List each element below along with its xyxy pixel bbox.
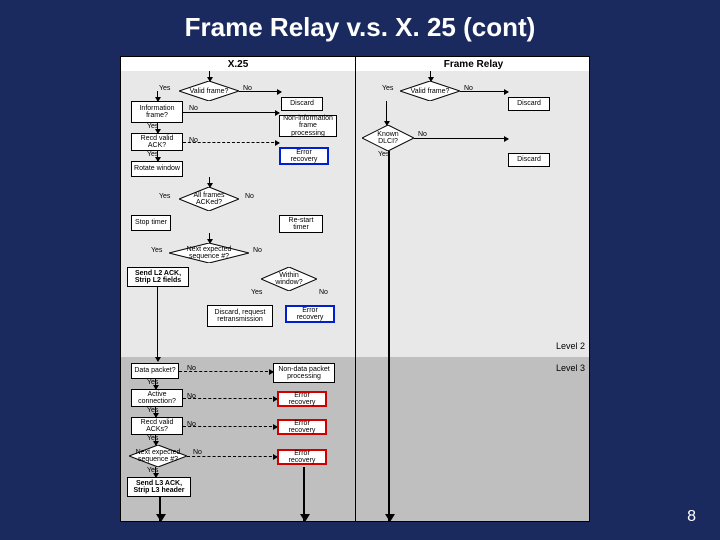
x25-error-recovery-1: Error recovery bbox=[279, 147, 329, 165]
arrow bbox=[183, 426, 277, 427]
fr-discard-2: Discard bbox=[508, 153, 550, 167]
x25-error-recovery-5: Error recovery bbox=[277, 449, 327, 465]
column-x25: X.25 Valid frame? Yes No Discard Informa… bbox=[121, 57, 356, 521]
exit-arrow bbox=[159, 497, 161, 521]
yes-label: Yes bbox=[151, 247, 162, 254]
fr-known-dlci: Known DLCI? bbox=[362, 125, 414, 151]
fr-passthrough-arrow bbox=[388, 151, 390, 521]
x25-data-packet: Data packet? bbox=[131, 363, 179, 379]
label: Known DLCI? bbox=[362, 125, 414, 151]
x25-valid-frame: Valid frame? bbox=[179, 81, 239, 101]
exit-arrow bbox=[303, 467, 305, 521]
label: Valid frame? bbox=[179, 81, 239, 101]
arrow bbox=[183, 398, 277, 399]
arrow bbox=[157, 287, 158, 361]
fr-valid-frame: Valid frame? bbox=[400, 81, 460, 101]
x25-restart-timer: Re-start timer bbox=[279, 215, 323, 233]
fr-title: Frame Relay bbox=[356, 59, 591, 70]
arrow bbox=[209, 233, 210, 243]
x25-error-recovery-3: Error recovery bbox=[277, 391, 327, 407]
no-label: No bbox=[245, 193, 254, 200]
no-label: No bbox=[418, 131, 427, 138]
level2-label: Level 2 bbox=[556, 341, 585, 351]
no-label: No bbox=[319, 289, 328, 296]
x25-nondata-proc: Non-data packet processing bbox=[273, 363, 335, 383]
no-label: No bbox=[189, 105, 198, 112]
x25-active-conn: Active connection? bbox=[131, 389, 183, 407]
label: Next expected sequence #? bbox=[129, 445, 187, 467]
x25-rotate-window: Rotate window bbox=[131, 161, 183, 177]
arrow bbox=[209, 71, 210, 81]
arrow bbox=[183, 112, 279, 113]
arrow bbox=[460, 91, 508, 92]
arrow bbox=[155, 379, 156, 389]
slide-title: Frame Relay v.s. X. 25 (cont) bbox=[0, 0, 720, 51]
x25-next-seq-l3: Next expected sequence #? bbox=[129, 445, 187, 467]
x25-next-seq-l2: Next expected sequence #? bbox=[169, 243, 249, 263]
arrow bbox=[209, 177, 210, 187]
arrow bbox=[430, 71, 431, 81]
x25-recd-acks-l3: Recd valid ACKs? bbox=[131, 417, 183, 435]
flowchart-diagram: X.25 Valid frame? Yes No Discard Informa… bbox=[120, 56, 590, 522]
arrow bbox=[183, 142, 279, 143]
x25-discard: Discard bbox=[281, 97, 323, 111]
yes-label: Yes bbox=[251, 289, 262, 296]
fr-discard-1: Discard bbox=[508, 97, 550, 111]
arrow bbox=[157, 123, 158, 133]
x25-title: X.25 bbox=[121, 59, 355, 70]
x25-within-window: Within window? bbox=[261, 267, 317, 291]
arrow bbox=[155, 435, 156, 445]
no-label: No bbox=[253, 247, 262, 254]
arrow bbox=[179, 371, 273, 372]
page-number: 8 bbox=[687, 508, 696, 526]
arrow bbox=[157, 91, 158, 101]
arrow bbox=[239, 91, 281, 92]
x25-send-l2-ack: Send L2 ACK, Strip L2 fields bbox=[127, 267, 189, 287]
arrow bbox=[414, 138, 508, 139]
yes-label: Yes bbox=[159, 193, 170, 200]
x25-all-acked: All frames ACKed? bbox=[179, 187, 239, 211]
x25-recd-ack: Recd valid ACK? bbox=[131, 133, 183, 151]
arrow bbox=[155, 467, 156, 477]
x25-send-l3-ack: Send L3 ACK, Strip L3 header bbox=[127, 477, 191, 497]
x25-info-frame: Information frame? bbox=[131, 101, 183, 123]
arrow bbox=[187, 456, 277, 457]
yes-label: Yes bbox=[382, 85, 393, 92]
x25-error-recovery-2: Error recovery bbox=[285, 305, 335, 323]
label: Valid frame? bbox=[400, 81, 460, 101]
label: Next expected sequence #? bbox=[169, 243, 249, 263]
x25-error-recovery-4: Error recovery bbox=[277, 419, 327, 435]
x25-noninfo: Non-information frame processing bbox=[279, 115, 337, 137]
arrow bbox=[386, 101, 387, 125]
label: Within window? bbox=[261, 267, 317, 291]
level3-label: Level 3 bbox=[556, 363, 585, 373]
label: All frames ACKed? bbox=[179, 187, 239, 211]
x25-discard-request: Discard, request retransmission bbox=[207, 305, 273, 327]
arrow bbox=[155, 407, 156, 417]
yes-label: Yes bbox=[159, 85, 170, 92]
column-frame-relay: Frame Relay Valid frame? Yes No Discard … bbox=[356, 57, 591, 521]
x25-stop-timer: Stop timer bbox=[131, 215, 171, 231]
no-label: No bbox=[193, 449, 202, 456]
arrow bbox=[157, 151, 158, 161]
